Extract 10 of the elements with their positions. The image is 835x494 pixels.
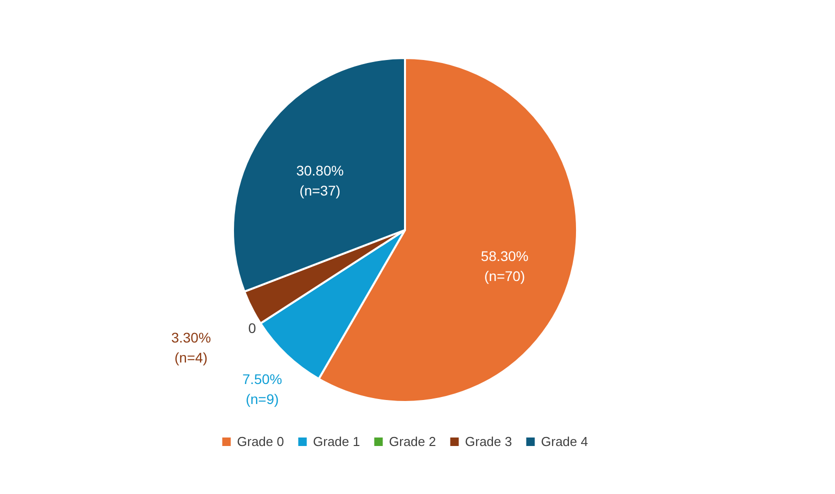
legend-label: Grade 4 xyxy=(541,434,588,449)
legend-label: Grade 3 xyxy=(465,434,512,449)
data-label: 3.30% (n=4) xyxy=(171,330,211,366)
data-label: 58.30% (n=70) xyxy=(480,248,528,284)
data-label: 7.50% (n=9) xyxy=(242,370,282,407)
data-label: 30.80% (n=37) xyxy=(296,162,344,199)
legend-label: Grade 0 xyxy=(237,434,284,449)
text: 0 xyxy=(248,320,256,336)
legend-label: Grade 2 xyxy=(389,434,436,449)
legend-label: Grade 1 xyxy=(313,434,360,449)
